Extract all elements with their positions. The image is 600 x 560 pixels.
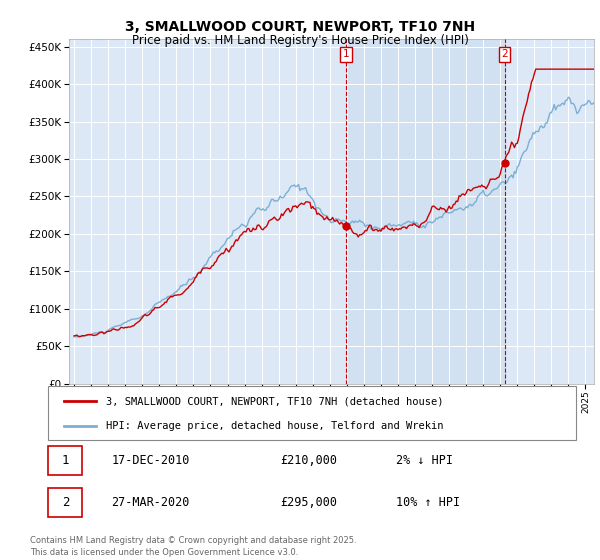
FancyBboxPatch shape — [48, 446, 82, 475]
Text: 3, SMALLWOOD COURT, NEWPORT, TF10 7NH (detached house): 3, SMALLWOOD COURT, NEWPORT, TF10 7NH (d… — [106, 396, 443, 407]
Text: HPI: Average price, detached house, Telford and Wrekin: HPI: Average price, detached house, Telf… — [106, 421, 443, 431]
Text: £295,000: £295,000 — [280, 496, 337, 509]
Text: £210,000: £210,000 — [280, 454, 337, 467]
Text: 27-MAR-2020: 27-MAR-2020 — [112, 496, 190, 509]
FancyBboxPatch shape — [48, 488, 82, 517]
Text: Price paid vs. HM Land Registry's House Price Index (HPI): Price paid vs. HM Land Registry's House … — [131, 34, 469, 46]
Text: Contains HM Land Registry data © Crown copyright and database right 2025.
This d: Contains HM Land Registry data © Crown c… — [30, 536, 356, 557]
Text: 17-DEC-2010: 17-DEC-2010 — [112, 454, 190, 467]
FancyBboxPatch shape — [48, 386, 576, 440]
Text: 1: 1 — [62, 454, 69, 467]
Text: 2: 2 — [62, 496, 69, 509]
Text: 2: 2 — [501, 49, 508, 59]
Text: 10% ↑ HPI: 10% ↑ HPI — [397, 496, 461, 509]
Text: 2% ↓ HPI: 2% ↓ HPI — [397, 454, 454, 467]
Text: 3, SMALLWOOD COURT, NEWPORT, TF10 7NH: 3, SMALLWOOD COURT, NEWPORT, TF10 7NH — [125, 20, 475, 34]
Bar — [346, 39, 505, 384]
Text: 1: 1 — [343, 49, 349, 59]
